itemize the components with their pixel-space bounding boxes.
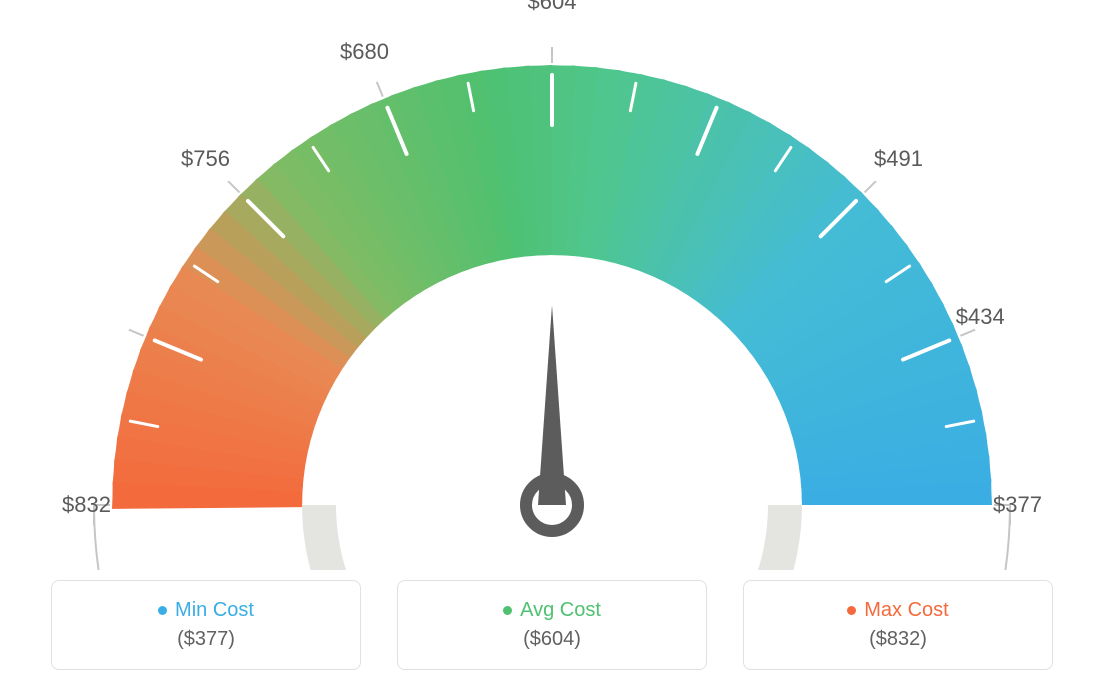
legend-title-min: Min Cost [158,599,254,622]
gauge-chart: $377$434$491$604$680$756$832 [0,10,1104,570]
legend-card-avg: Avg Cost ($604) [397,580,707,670]
gauge-tick-label: $377 [993,492,1042,518]
gauge-tick-label: $604 [528,0,577,15]
gauge-tick-label: $680 [340,39,389,65]
legend-value-min: ($377) [177,628,235,651]
gauge-tick-label: $832 [62,492,111,518]
gauge-tick-label: $491 [874,146,923,172]
legend-label-max: Max Cost [864,599,948,622]
legend-dot-min [158,606,167,615]
legend-dot-max [847,606,856,615]
legend-card-min: Min Cost ($377) [51,580,361,670]
gauge-tick-label: $434 [956,304,1005,330]
legend-value-max: ($832) [869,628,927,651]
legend-label-min: Min Cost [175,599,254,622]
legend-row: Min Cost ($377) Avg Cost ($604) Max Cost… [51,580,1053,670]
legend-title-avg: Avg Cost [503,599,601,622]
gauge-svg [0,10,1104,570]
legend-dot-avg [503,606,512,615]
legend-title-max: Max Cost [847,599,948,622]
legend-value-avg: ($604) [523,628,581,651]
legend-label-avg: Avg Cost [520,599,601,622]
legend-card-max: Max Cost ($832) [743,580,1053,670]
gauge-tick-label: $756 [181,146,230,172]
